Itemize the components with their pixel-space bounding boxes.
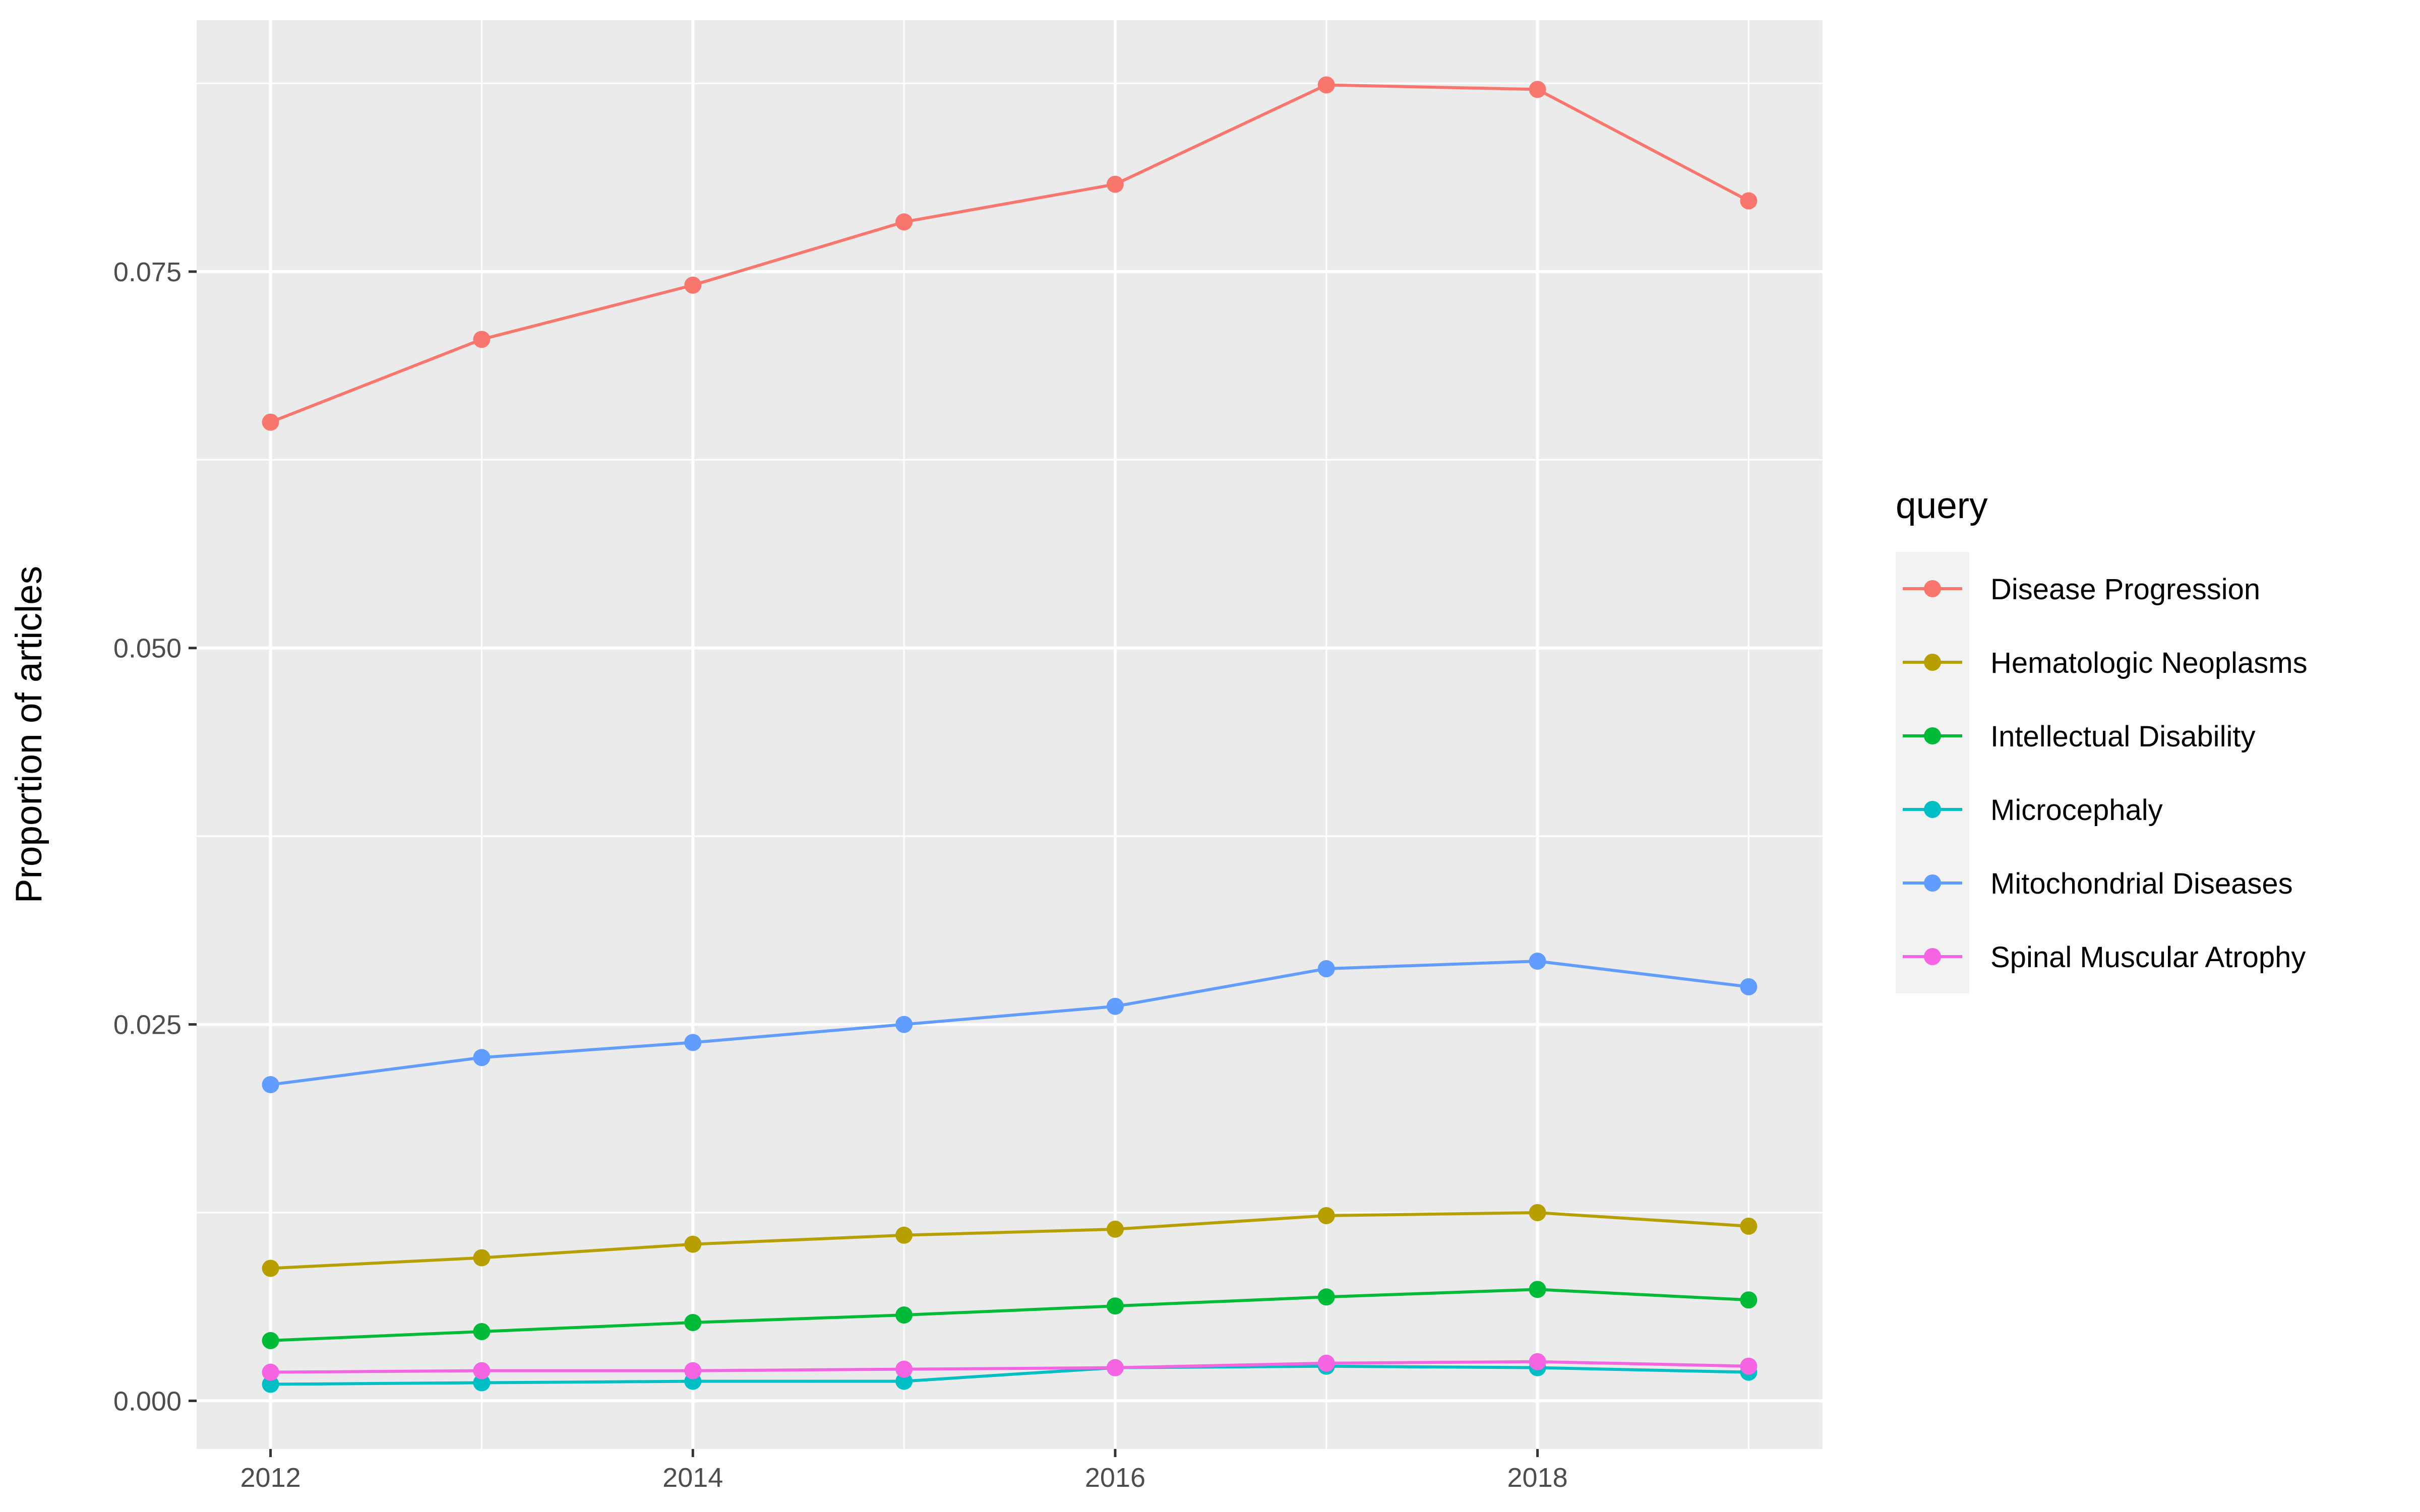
legend-label: Intellectual Disability bbox=[1990, 720, 2255, 753]
series-line bbox=[270, 1364, 1749, 1386]
legend-key-point bbox=[1924, 654, 1941, 671]
data-point bbox=[1740, 1357, 1758, 1375]
legend-label: Disease Progression bbox=[1990, 573, 2260, 606]
data-point bbox=[473, 1249, 491, 1267]
data-point bbox=[1106, 175, 1124, 193]
series-disease-progression bbox=[262, 76, 1758, 431]
data-point bbox=[262, 413, 279, 431]
data-point bbox=[1106, 1297, 1124, 1315]
data-point bbox=[895, 1226, 913, 1244]
series-line bbox=[270, 83, 1749, 424]
data-point bbox=[1529, 1281, 1546, 1298]
data-point bbox=[1317, 1354, 1335, 1372]
data-point bbox=[1740, 192, 1758, 210]
y-axis-title: Proportion of articles bbox=[9, 566, 49, 903]
legend: query Disease Progression Hematologic Neo… bbox=[1896, 485, 2308, 993]
series-mitochondrial-diseases bbox=[262, 953, 1758, 1094]
data-point bbox=[473, 1374, 491, 1392]
data-point bbox=[1106, 1220, 1124, 1238]
data-point bbox=[684, 1314, 702, 1332]
data-point bbox=[895, 213, 913, 231]
data-point bbox=[262, 1332, 279, 1349]
series-line bbox=[270, 1211, 1749, 1270]
y-tick-label: 0.000 bbox=[113, 1386, 182, 1416]
legend-item: Hematologic Neoplasms bbox=[1903, 647, 2308, 679]
legend-label: Mitochondrial Diseases bbox=[1990, 867, 2293, 900]
data-point bbox=[1317, 1288, 1335, 1306]
data-point bbox=[1740, 1291, 1758, 1309]
data-point bbox=[473, 1322, 491, 1340]
data-point bbox=[1106, 1359, 1124, 1376]
data-point bbox=[895, 1360, 913, 1378]
legend-label: Hematologic Neoplasms bbox=[1990, 647, 2308, 679]
legend-key-point bbox=[1924, 801, 1941, 818]
y-tick-label: 0.025 bbox=[113, 1010, 182, 1040]
data-point bbox=[1529, 81, 1546, 98]
x-axis: 2012 2014 2016 2018 bbox=[240, 1449, 1568, 1493]
legend-item: Microcephaly bbox=[1903, 794, 2163, 827]
data-point bbox=[1529, 953, 1546, 970]
legend-key-background bbox=[1896, 552, 1969, 993]
x-tick-label: 2014 bbox=[662, 1463, 723, 1493]
y-axis: 0.000 0.025 0.050 0.075 bbox=[113, 257, 197, 1416]
series-intellectual-disability bbox=[262, 1281, 1758, 1349]
data-point bbox=[262, 1259, 279, 1277]
data-point bbox=[1740, 978, 1758, 995]
x-tick-label: 2016 bbox=[1085, 1463, 1145, 1493]
series-layer bbox=[262, 76, 1758, 1393]
data-point bbox=[895, 1306, 913, 1324]
legend-key-point bbox=[1924, 948, 1941, 965]
y-tick-label: 0.075 bbox=[113, 257, 182, 287]
legend-item: Intellectual Disability bbox=[1903, 720, 2255, 753]
data-point bbox=[1317, 1207, 1335, 1224]
series-line bbox=[270, 960, 1749, 1087]
data-point bbox=[684, 1235, 702, 1253]
series-line bbox=[270, 1360, 1749, 1374]
legend-key-point bbox=[1924, 580, 1941, 597]
data-point bbox=[473, 1049, 491, 1066]
series-line bbox=[270, 1288, 1749, 1342]
data-point bbox=[473, 1362, 491, 1379]
series-spinal-muscular-atrophy bbox=[262, 1353, 1758, 1381]
legend-label: Microcephaly bbox=[1990, 794, 2163, 827]
data-point bbox=[895, 1372, 913, 1390]
major-gridlines bbox=[197, 20, 1823, 1449]
data-point bbox=[684, 1362, 702, 1379]
data-point bbox=[262, 1363, 279, 1381]
legend-title: query bbox=[1896, 485, 1988, 526]
series-hematologic-neoplasms bbox=[262, 1204, 1758, 1277]
legend-item: Spinal Muscular Atrophy bbox=[1903, 941, 2306, 974]
plot-panel bbox=[197, 20, 1823, 1449]
legend-item: Mitochondrial Diseases bbox=[1903, 867, 2293, 900]
data-point bbox=[1740, 1217, 1758, 1235]
legend-key-point bbox=[1924, 727, 1941, 744]
minor-gridlines bbox=[197, 20, 1823, 1449]
data-point bbox=[262, 1375, 279, 1393]
data-point bbox=[895, 1016, 913, 1033]
legend-label: Spinal Muscular Atrophy bbox=[1990, 941, 2306, 974]
legend-item: Disease Progression bbox=[1903, 573, 2260, 606]
data-point bbox=[684, 276, 702, 294]
data-point bbox=[1529, 1353, 1546, 1370]
x-tick-label: 2018 bbox=[1507, 1463, 1568, 1493]
data-point bbox=[1317, 960, 1335, 978]
data-point bbox=[1529, 1204, 1546, 1221]
data-point bbox=[473, 331, 491, 348]
legend-key-point bbox=[1924, 874, 1941, 892]
x-tick-label: 2012 bbox=[240, 1463, 301, 1493]
y-tick-label: 0.050 bbox=[113, 634, 182, 664]
data-point bbox=[1106, 997, 1124, 1015]
data-point bbox=[1317, 76, 1335, 94]
data-point bbox=[684, 1034, 702, 1051]
data-point bbox=[262, 1076, 279, 1094]
